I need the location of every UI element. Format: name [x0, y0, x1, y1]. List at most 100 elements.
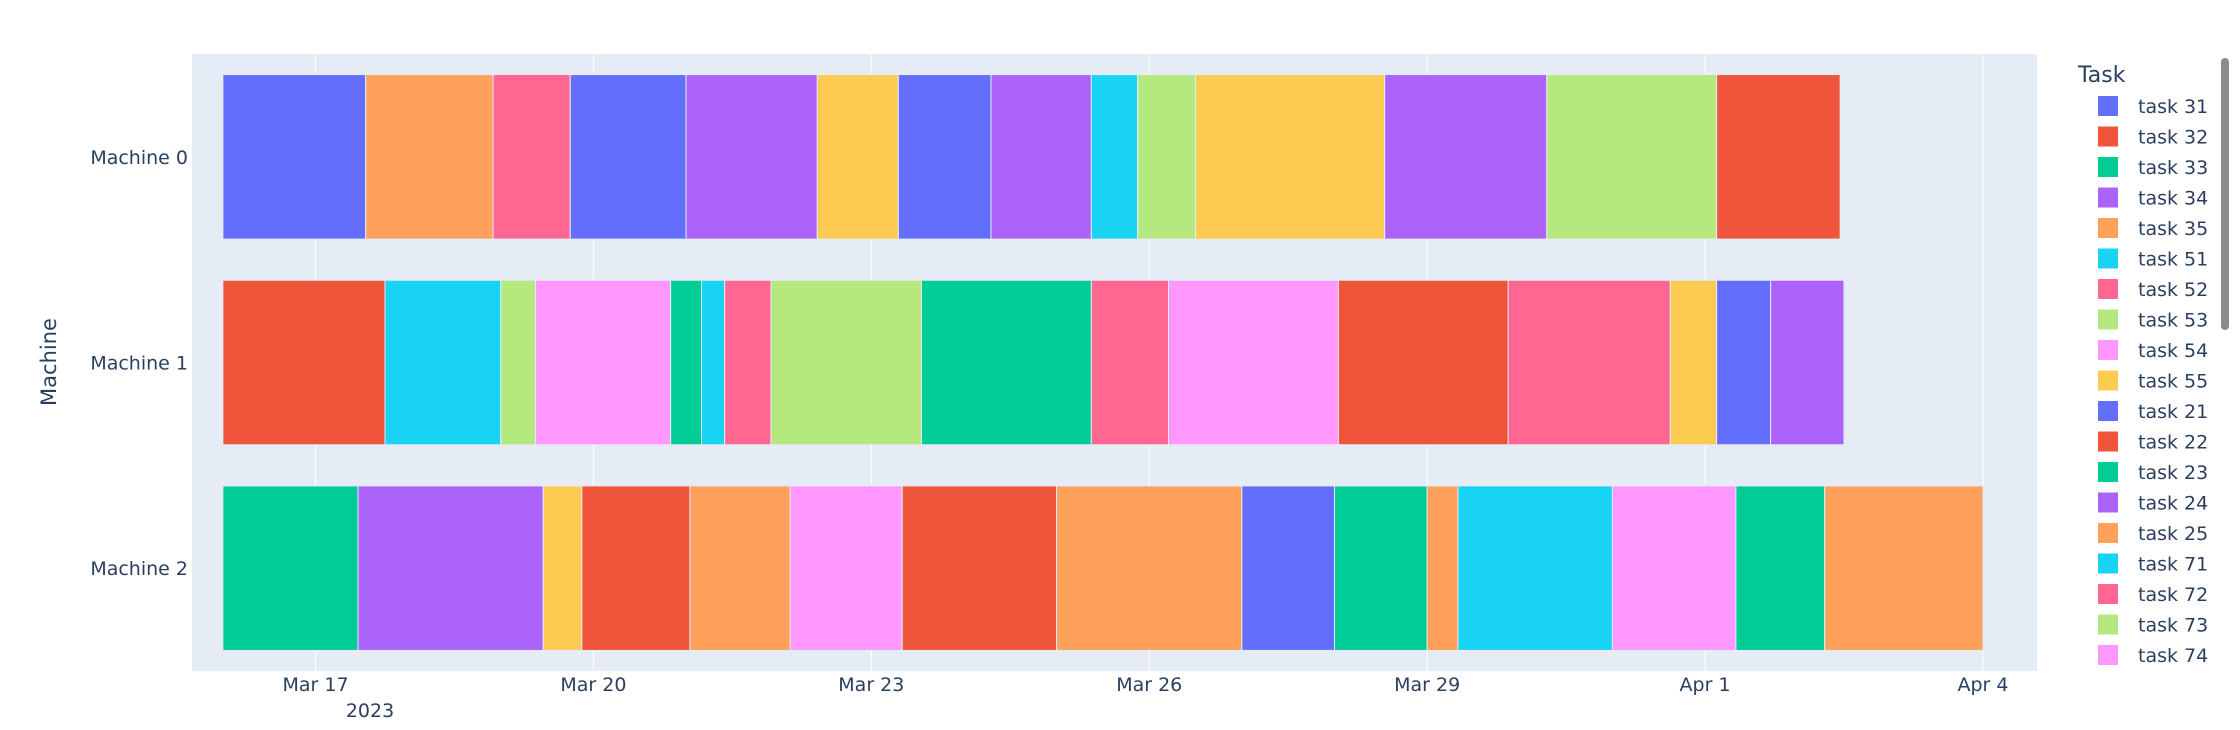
task-bar[interactable]	[384, 279, 502, 446]
legend-item[interactable]: task 53	[2098, 309, 2208, 332]
task-bar[interactable]	[581, 485, 691, 651]
task-bar[interactable]	[1824, 485, 1984, 651]
task-bar[interactable]	[990, 74, 1092, 240]
task-bar[interactable]	[901, 485, 1058, 651]
legend-label: task 31	[2138, 96, 2208, 118]
task-bar[interactable]	[365, 74, 494, 240]
task-bar[interactable]	[357, 485, 544, 651]
task-bar[interactable]	[569, 74, 687, 240]
legend-label: task 35	[2138, 218, 2208, 240]
task-bars	[222, 74, 1984, 651]
legend-swatch	[2098, 157, 2118, 177]
legend[interactable]: task 31 task 32 task 33 task 34 task 35 task …	[2098, 96, 2208, 667]
task-bar[interactable]	[1168, 279, 1339, 446]
task-bar[interactable]	[1337, 279, 1509, 446]
legend-label: task 55	[2138, 371, 2208, 393]
y-tick-label: Machine 1	[90, 353, 188, 375]
legend-swatch	[2098, 218, 2118, 238]
task-bar[interactable]	[1090, 279, 1170, 446]
legend-swatch	[2098, 96, 2118, 116]
task-bar[interactable]	[921, 279, 1092, 446]
task-bar[interactable]	[222, 485, 359, 651]
legend-swatch	[2098, 614, 2118, 635]
legend-label: task 72	[2138, 584, 2208, 606]
y-axis-title: Machine	[37, 318, 61, 406]
legend-item[interactable]: task 72	[2098, 584, 2208, 606]
legend-label: task 32	[2138, 127, 2208, 149]
legend-label: task 25	[2138, 523, 2208, 545]
task-bar[interactable]	[1716, 74, 1841, 240]
task-bar[interactable]	[1611, 485, 1737, 651]
legend-item[interactable]: task 32	[2098, 126, 2208, 149]
task-bar[interactable]	[724, 279, 772, 446]
task-bar[interactable]	[1241, 485, 1336, 651]
legend-item[interactable]: task 34	[2098, 187, 2208, 210]
task-bar[interactable]	[1137, 74, 1197, 240]
legend-label: task 51	[2138, 249, 2208, 271]
task-bar[interactable]	[1090, 74, 1139, 240]
task-bar[interactable]	[1334, 485, 1428, 651]
legend-label: task 74	[2138, 645, 2208, 667]
legend-item[interactable]: task 24	[2098, 492, 2208, 515]
x-axis-year-label: 2023	[346, 700, 394, 722]
task-bar[interactable]	[222, 74, 367, 240]
legend-label: task 33	[2138, 157, 2208, 179]
legend-item[interactable]: task 31	[2098, 96, 2208, 118]
task-bar[interactable]	[535, 279, 672, 446]
legend-item[interactable]: task 35	[2098, 218, 2208, 240]
legend-scrollbar[interactable]	[2221, 58, 2229, 330]
task-bar[interactable]	[1507, 279, 1671, 446]
legend-item[interactable]: task 25	[2098, 523, 2208, 545]
task-bar[interactable]	[1426, 485, 1459, 651]
legend-label: task 23	[2138, 462, 2208, 484]
task-bar[interactable]	[789, 485, 903, 651]
legend-label: task 21	[2138, 401, 2208, 423]
legend-label: task 53	[2138, 310, 2208, 332]
legend-item[interactable]: task 73	[2098, 614, 2208, 637]
task-bar[interactable]	[685, 74, 818, 240]
legend-label: task 73	[2138, 615, 2208, 637]
legend-swatch	[2098, 553, 2118, 574]
legend-label: task 52	[2138, 279, 2208, 301]
legend-title: Task	[2077, 63, 2126, 88]
legend-item[interactable]: task 55	[2098, 370, 2208, 393]
task-bar[interactable]	[1669, 279, 1718, 446]
task-bar[interactable]	[670, 279, 702, 446]
task-bar[interactable]	[222, 279, 386, 446]
legend-item[interactable]: task 22	[2098, 431, 2208, 454]
legend-swatch	[2098, 309, 2118, 330]
task-bar[interactable]	[1384, 74, 1548, 240]
task-bar[interactable]	[770, 279, 923, 446]
legend-swatch	[2098, 431, 2118, 452]
x-tick-label: Mar 23	[838, 674, 904, 696]
legend-label: task 22	[2138, 432, 2208, 454]
task-bar[interactable]	[500, 279, 537, 446]
x-tick-label: Mar 17	[282, 674, 348, 696]
task-bar[interactable]	[1716, 279, 1772, 446]
task-bar[interactable]	[1457, 485, 1613, 651]
task-bar[interactable]	[700, 279, 726, 446]
legend-item[interactable]: task 21	[2098, 401, 2208, 423]
legend-swatch	[2098, 248, 2118, 269]
legend-item[interactable]: task 74	[2098, 645, 2208, 667]
task-bar[interactable]	[542, 485, 583, 651]
task-bar[interactable]	[492, 74, 571, 240]
task-bar[interactable]	[1195, 74, 1386, 240]
legend-item[interactable]: task 33	[2098, 157, 2208, 179]
task-bar[interactable]	[689, 485, 791, 651]
task-bar[interactable]	[1056, 485, 1243, 651]
task-bar[interactable]	[1770, 279, 1845, 446]
task-bar[interactable]	[816, 74, 899, 240]
legend-item[interactable]: task 51	[2098, 248, 2208, 271]
legend-swatch	[2098, 370, 2118, 391]
task-bar[interactable]	[1735, 485, 1826, 651]
y-tick-label: Machine 0	[90, 147, 188, 169]
legend-label: task 24	[2138, 493, 2208, 515]
task-bar[interactable]	[897, 74, 992, 240]
legend-item[interactable]: task 52	[2098, 279, 2208, 301]
legend-item[interactable]: task 23	[2098, 462, 2208, 484]
legend-item[interactable]: task 54	[2098, 340, 2208, 362]
legend-item[interactable]: task 71	[2098, 553, 2208, 576]
x-tick-label: Apr 4	[1957, 674, 2008, 696]
task-bar[interactable]	[1546, 74, 1718, 240]
